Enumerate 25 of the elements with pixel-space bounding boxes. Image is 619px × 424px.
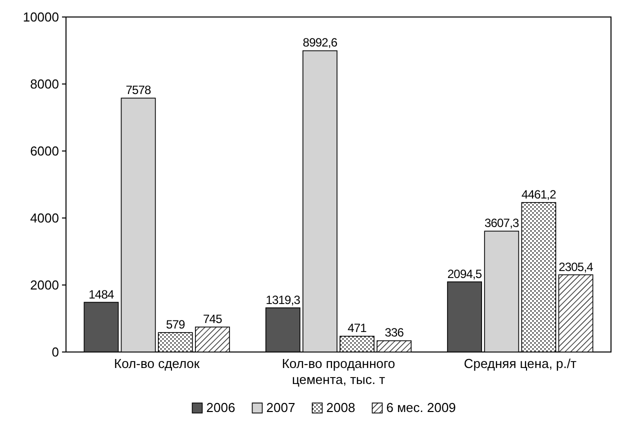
y-tick-label: 6000: [30, 144, 59, 159]
x-tick-label: Средняя цена, р./т: [464, 356, 577, 371]
data-label: 2094,5: [447, 266, 482, 281]
x-tick-label: Кол-во проданного цемента, тыс. т: [282, 356, 396, 387]
data-label: 745: [203, 312, 223, 326]
data-label: 471: [348, 321, 368, 336]
legend-label: 2008: [326, 400, 356, 415]
legend-label: 6 мес. 2009: [386, 400, 456, 415]
data-label: 1319,3: [266, 292, 301, 307]
y-tick-label: 0: [52, 344, 59, 360]
data-label: 7578: [126, 83, 152, 98]
y-tick-label: 8000: [30, 76, 59, 92]
y-tick-label: 4000: [30, 210, 59, 226]
data-label: 3607,3: [484, 216, 520, 230]
data-label: 579: [166, 318, 186, 332]
legend-label: 2007: [266, 400, 296, 415]
data-label: 336: [384, 326, 404, 340]
x-tick-label: Кол-во сделок: [114, 356, 200, 371]
data-label: 4461,2: [522, 188, 557, 202]
data-label: 1484: [88, 287, 114, 302]
y-tick-label: 10000: [22, 10, 59, 25]
data-label: 8992,6: [302, 36, 338, 50]
y-tick-label: 2000: [30, 278, 59, 293]
legend-label: 2006: [206, 400, 236, 415]
data-label: 2305,4: [558, 260, 594, 274]
